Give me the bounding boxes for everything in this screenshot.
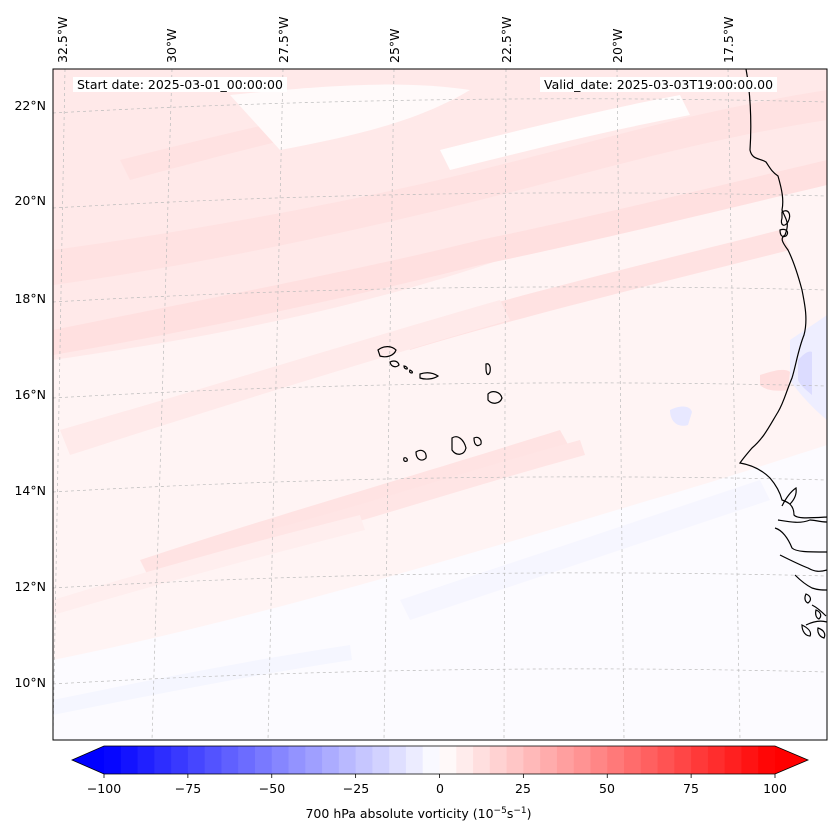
colorbar-segment [489, 746, 508, 774]
cb-label-exp1: −5 [493, 806, 507, 816]
colorbar-segment [389, 746, 407, 774]
colorbar-segment [338, 746, 357, 774]
lon-label-32.5W: 32.5°W [55, 16, 70, 63]
lat-label-14N: 14°N [14, 483, 46, 498]
colorbar-segment [120, 746, 139, 774]
colorbar-segment [506, 746, 524, 774]
lat-label-12N: 12°N [14, 579, 46, 594]
cb-tick-label: 50 [599, 781, 615, 796]
colorbar-segment [439, 746, 457, 774]
lon-label-30W: 30°W [164, 28, 179, 63]
lon-label-27.5W: 27.5°W [276, 16, 291, 63]
cb-tick-label: 75 [683, 781, 699, 796]
colorbar-label: 700 hPa absolute vorticity (10−5s−1) [0, 806, 837, 821]
lon-label-25W: 25°W [387, 28, 402, 63]
colorbar-segment [607, 746, 625, 774]
vorticity-field [53, 69, 827, 740]
colorbar-segment [355, 746, 373, 774]
cb-label-exp2: −1 [513, 806, 527, 816]
cb-tick-label: −75 [174, 781, 202, 796]
colorbar-segment [523, 746, 541, 774]
colorbar-segment [187, 746, 206, 774]
colorbar-segment [221, 746, 239, 774]
colorbar [71, 745, 810, 778]
colorbar-segment [573, 746, 592, 774]
colorbar-segment [372, 746, 390, 774]
cb-tick-label: −25 [342, 781, 370, 796]
lat-label-18N: 18°N [14, 291, 46, 306]
cb-tick-label: −100 [86, 781, 122, 796]
colorbar-segment [254, 746, 273, 774]
colorbar-segment [590, 746, 608, 774]
colorbar-segment [640, 746, 659, 774]
colorbar-segment [473, 746, 491, 774]
lat-label-10N: 10°N [14, 675, 46, 690]
colorbar-segment [624, 746, 642, 774]
colorbar-segment [707, 746, 726, 774]
colorbar-segment [305, 746, 323, 774]
colorbar-segment [657, 746, 675, 774]
map-frame [52, 68, 828, 741]
colorbar-segment [674, 746, 692, 774]
colorbar-segment [271, 746, 290, 774]
cb-label-end: ) [526, 806, 532, 822]
lat-label-22N: 22°N [14, 98, 46, 113]
colorbar-max-extend [775, 746, 808, 774]
lon-label-20W: 20°W [610, 28, 625, 63]
cb-tick-label: 0 [436, 781, 444, 796]
colorbar-segment [154, 746, 172, 774]
colorbar-tick-lines [103, 774, 776, 778]
colorbar-min-extend [72, 746, 104, 774]
lat-label-20N: 20°N [14, 193, 46, 208]
start-date-label: Start date: 2025-03-01_00:00:00 [73, 77, 287, 92]
colorbar-segment [322, 746, 340, 774]
colorbar-segment [288, 746, 306, 774]
colorbar-segment [238, 746, 256, 774]
colorbar-segment [137, 746, 155, 774]
cb-tick-label: 100 [763, 781, 787, 796]
colorbar-segment [405, 746, 424, 774]
lat-label-16N: 16°N [14, 387, 46, 402]
graticule [53, 69, 827, 740]
cb-label-main: 700 hPa absolute vorticity (10 [305, 806, 494, 822]
cb-tick-label: 25 [515, 781, 531, 796]
colorbar-segment [758, 746, 776, 774]
valid-date-label: Valid_date: 2025-03-03T19:00:00.00 [540, 77, 778, 92]
colorbar-segment [422, 746, 441, 774]
cb-tick-label: −50 [258, 781, 286, 796]
lon-label-17.5W: 17.5°W [721, 16, 736, 63]
colorbar-segment [104, 746, 122, 774]
colorbar-segment [741, 746, 759, 774]
cb-label-mid: s [506, 806, 514, 822]
coastline [738, 69, 827, 639]
colorbar-segment [204, 746, 223, 774]
colorbar-segment [540, 746, 558, 774]
colorbar-segment [724, 746, 743, 774]
colorbar-segment [171, 746, 189, 774]
colorbar-segments [104, 746, 776, 774]
lon-label-22.5W: 22.5°W [499, 16, 514, 63]
cape-verde-islands [377, 346, 503, 462]
colorbar-segment [456, 746, 474, 774]
colorbar-segment [691, 746, 709, 774]
colorbar-segment [556, 746, 575, 774]
